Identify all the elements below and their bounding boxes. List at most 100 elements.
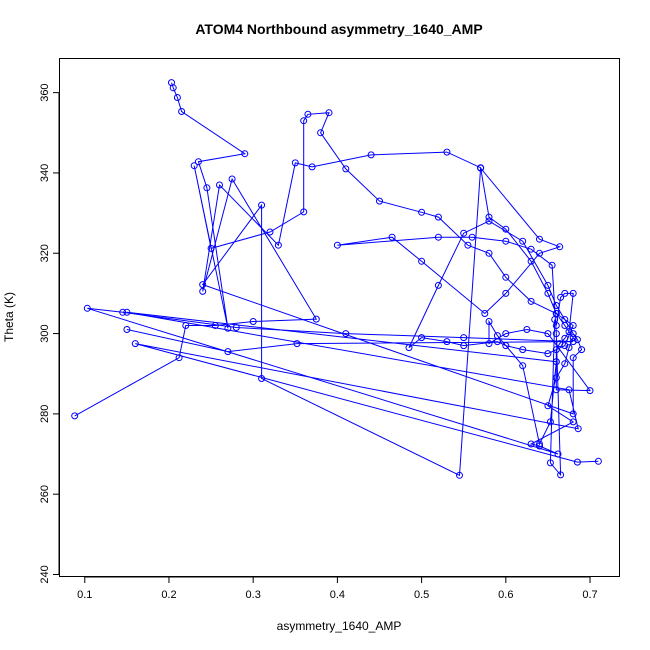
data-point — [216, 181, 223, 189]
data-point — [293, 340, 301, 348]
data-point — [552, 302, 560, 309]
data-point — [434, 213, 442, 221]
data-point — [573, 336, 581, 344]
y-tick-label: 300 — [39, 324, 51, 342]
data-point — [519, 362, 527, 370]
data-point — [527, 297, 535, 305]
data-point — [527, 245, 535, 253]
data-point — [175, 354, 183, 362]
y-tick-label: 360 — [39, 83, 51, 101]
data-point — [552, 310, 560, 317]
data-point — [552, 322, 560, 329]
data-point — [552, 374, 560, 382]
data-point — [468, 233, 476, 241]
data-point — [434, 281, 442, 289]
data-point — [536, 440, 543, 448]
data-point — [573, 458, 581, 466]
data-point — [460, 334, 468, 342]
data-point — [485, 318, 493, 325]
data-point — [443, 148, 451, 156]
x-axis: 0.1 0.2 0.3 0.4 0.5 0.6 0.7 — [77, 576, 598, 601]
data-point — [569, 410, 577, 418]
y-axis-label: Theta (K) — [2, 292, 16, 342]
data-point — [502, 237, 510, 245]
data-point — [578, 346, 586, 354]
data-point — [291, 159, 299, 167]
x-tick-label: 0.1 — [77, 589, 92, 601]
data-point — [464, 241, 472, 249]
data-point — [569, 354, 577, 362]
data-point — [561, 334, 569, 342]
y-tick-label: 340 — [39, 164, 51, 182]
data-point — [123, 308, 131, 316]
data-point — [519, 237, 527, 245]
data-point — [561, 360, 569, 368]
data-point — [544, 289, 552, 297]
y-tick-label: 260 — [39, 485, 51, 503]
data-point — [418, 208, 426, 216]
data-point — [71, 412, 79, 420]
x-tick-label: 0.7 — [582, 589, 597, 601]
data-point — [376, 197, 383, 205]
data-point — [173, 94, 181, 101]
data-point — [123, 326, 131, 333]
data-point — [569, 330, 577, 338]
data-point — [569, 338, 577, 346]
data-point — [333, 241, 341, 249]
data-point — [169, 84, 177, 92]
data-point — [565, 386, 573, 394]
data-point — [312, 315, 320, 323]
data-point — [224, 324, 232, 332]
data-point — [556, 340, 564, 348]
data-point — [203, 184, 211, 192]
series-line — [126, 82, 599, 477]
data-point — [405, 344, 413, 352]
data-point — [544, 281, 552, 289]
data-point — [523, 326, 531, 333]
data-point — [544, 330, 552, 338]
data-point — [546, 459, 554, 467]
data-point — [502, 273, 510, 281]
data-point — [477, 164, 485, 172]
data-point — [594, 457, 602, 465]
data-point — [199, 287, 207, 295]
data-point — [456, 471, 463, 479]
data-point — [119, 308, 127, 316]
data-point — [460, 229, 468, 237]
x-tick-label: 0.4 — [330, 589, 345, 601]
y-tick-label: 280 — [39, 405, 51, 423]
data-point — [552, 330, 560, 338]
data-point — [493, 332, 501, 340]
data-point — [304, 110, 312, 118]
x-axis-label: asymmetry_1640_AMP — [277, 619, 402, 633]
data-point — [266, 228, 274, 236]
data-point — [544, 350, 552, 358]
x-tick-label: 0.3 — [246, 589, 261, 601]
data-point — [258, 201, 266, 209]
data-point — [536, 442, 543, 450]
data-point — [502, 330, 510, 338]
data-point — [536, 235, 543, 243]
data-point — [527, 440, 535, 448]
data-point — [574, 425, 582, 433]
data-point — [342, 165, 350, 173]
data-point — [460, 342, 468, 350]
data-point — [300, 208, 308, 216]
data-point — [556, 243, 564, 251]
x-tick-label: 0.2 — [161, 589, 176, 601]
data-point — [565, 328, 573, 336]
data-point — [552, 346, 560, 354]
data-point — [228, 175, 236, 183]
data-point — [443, 338, 451, 346]
series-layer — [71, 79, 602, 479]
data-point — [182, 322, 190, 329]
data-point — [561, 322, 569, 329]
data-point — [565, 344, 573, 352]
data-point — [485, 213, 493, 221]
data-point — [569, 322, 577, 329]
y-axis: 240 260 280 300 320 340 360 — [39, 83, 60, 584]
y-tick-label: 240 — [39, 565, 51, 583]
data-point — [83, 304, 91, 312]
data-point — [190, 162, 198, 170]
